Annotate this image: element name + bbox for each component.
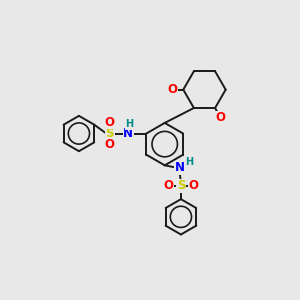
Text: O: O (167, 83, 177, 96)
Text: H: H (185, 158, 193, 167)
Text: S: S (177, 179, 185, 192)
Text: O: O (164, 179, 174, 192)
Text: O: O (216, 111, 226, 124)
Text: H: H (125, 119, 134, 129)
Text: N: N (123, 127, 133, 140)
Text: O: O (188, 179, 198, 192)
Text: N: N (174, 161, 184, 174)
Text: O: O (105, 138, 115, 151)
Text: O: O (105, 116, 115, 129)
Text: S: S (106, 127, 114, 140)
